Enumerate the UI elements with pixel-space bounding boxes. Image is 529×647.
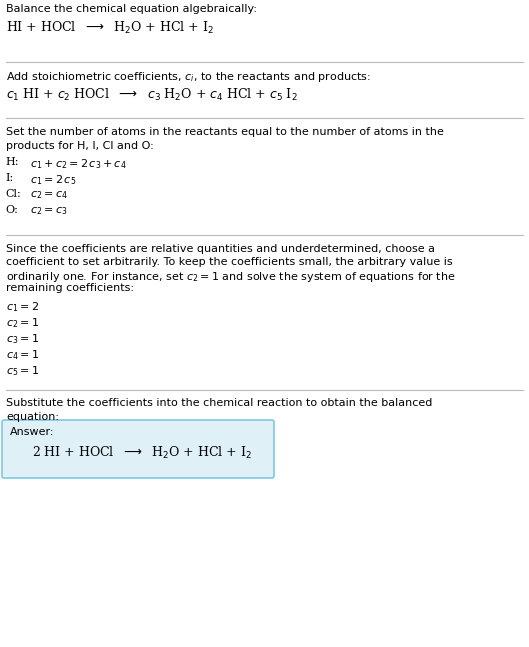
Text: I:: I:: [5, 173, 13, 183]
Text: Cl:: Cl:: [5, 189, 21, 199]
Text: $c_2 = c_4$: $c_2 = c_4$: [30, 189, 68, 201]
Text: ordinarily one. For instance, set $c_2 = 1$ and solve the system of equations fo: ordinarily one. For instance, set $c_2 =…: [6, 270, 455, 284]
Text: 2 HI + HOCl  $\longrightarrow$  H$_2$O + HCl + I$_2$: 2 HI + HOCl $\longrightarrow$ H$_2$O + H…: [32, 445, 252, 461]
Text: $c_2 = 1$: $c_2 = 1$: [6, 316, 39, 330]
Text: $c_3 = 1$: $c_3 = 1$: [6, 332, 39, 345]
Text: O:: O:: [5, 205, 18, 215]
Text: Add stoichiometric coefficients, $c_i$, to the reactants and products:: Add stoichiometric coefficients, $c_i$, …: [6, 70, 371, 84]
Text: HI + HOCl  $\longrightarrow$  H$_2$O + HCl + I$_2$: HI + HOCl $\longrightarrow$ H$_2$O + HCl…: [6, 20, 214, 36]
Text: $c_5 = 1$: $c_5 = 1$: [6, 364, 39, 378]
Text: Set the number of atoms in the reactants equal to the number of atoms in the: Set the number of atoms in the reactants…: [6, 127, 444, 137]
Text: $c_2 = c_3$: $c_2 = c_3$: [30, 205, 67, 217]
Text: equation:: equation:: [6, 412, 59, 422]
Text: $c_4 = 1$: $c_4 = 1$: [6, 348, 39, 362]
Text: H:: H:: [5, 157, 19, 167]
Text: products for H, I, Cl and O:: products for H, I, Cl and O:: [6, 141, 154, 151]
Text: Substitute the coefficients into the chemical reaction to obtain the balanced: Substitute the coefficients into the che…: [6, 398, 432, 408]
Text: $c_1$ HI + $c_2$ HOCl  $\longrightarrow$  $c_3$ H$_2$O + $c_4$ HCl + $c_5$ I$_2$: $c_1$ HI + $c_2$ HOCl $\longrightarrow$ …: [6, 87, 298, 103]
Text: Answer:: Answer:: [10, 427, 54, 437]
FancyBboxPatch shape: [2, 420, 274, 478]
Text: Balance the chemical equation algebraically:: Balance the chemical equation algebraica…: [6, 4, 257, 14]
Text: remaining coefficients:: remaining coefficients:: [6, 283, 134, 293]
Text: $c_1 = 2\,c_5$: $c_1 = 2\,c_5$: [30, 173, 76, 187]
Text: $c_1 = 2$: $c_1 = 2$: [6, 300, 39, 314]
Text: coefficient to set arbitrarily. To keep the coefficients small, the arbitrary va: coefficient to set arbitrarily. To keep …: [6, 257, 453, 267]
Text: $c_1 + c_2 = 2\,c_3 + c_4$: $c_1 + c_2 = 2\,c_3 + c_4$: [30, 157, 126, 171]
Text: Since the coefficients are relative quantities and underdetermined, choose a: Since the coefficients are relative quan…: [6, 244, 435, 254]
